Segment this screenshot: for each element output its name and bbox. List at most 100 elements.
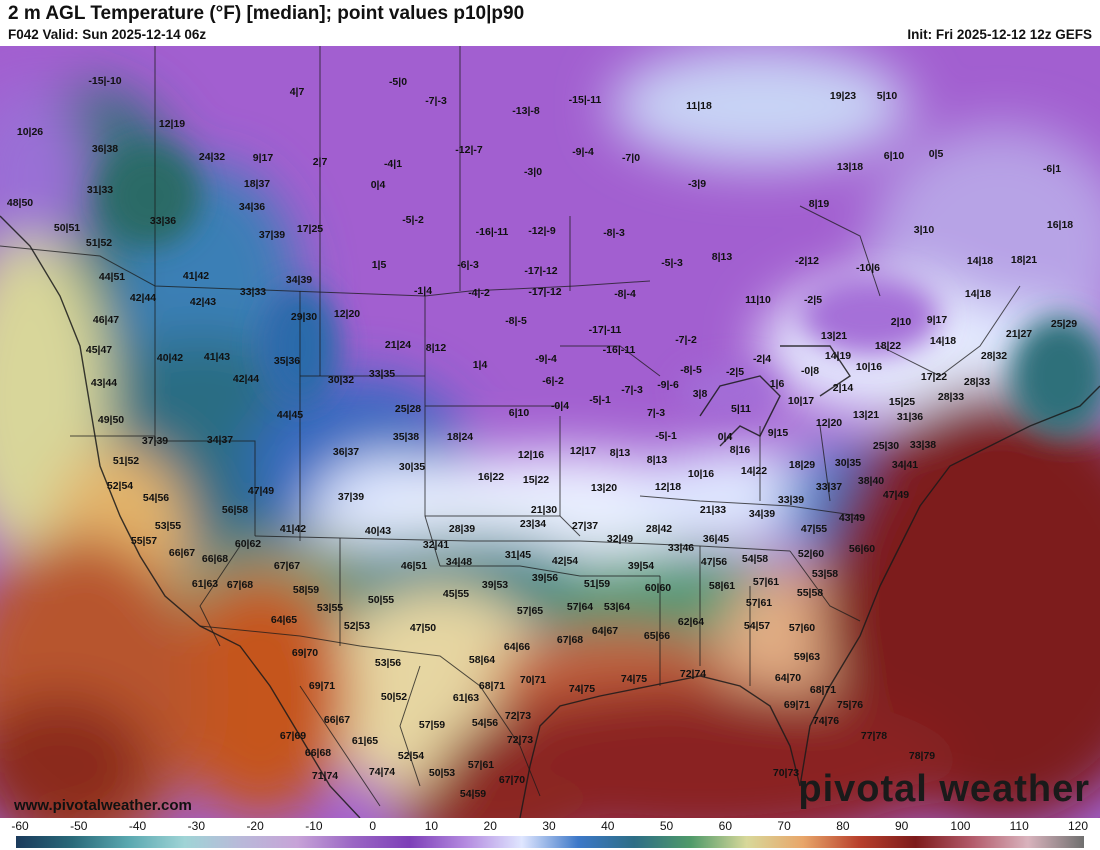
point-value: -3|9	[687, 178, 707, 190]
point-value: 17|22	[920, 371, 948, 383]
point-value: 45|47	[85, 344, 113, 356]
point-value: 58|61	[708, 580, 736, 592]
point-value: -15|-11	[568, 94, 602, 106]
point-value: 11|18	[686, 100, 712, 112]
point-value: 32|49	[606, 533, 634, 545]
point-value: 24|32	[198, 151, 226, 163]
colorbar-tick-label: 30	[542, 819, 556, 833]
point-value: 47|49	[882, 489, 910, 501]
point-value: 42|44	[129, 292, 157, 304]
point-value: 12|18	[654, 481, 682, 493]
point-value: 74|74	[368, 766, 396, 778]
point-value: 12|17	[569, 445, 597, 457]
colorbar-tick-label: 20	[483, 819, 497, 833]
map-title: 2 m AGL Temperature (°F) [median]; point…	[8, 3, 525, 24]
point-value: 70|71	[519, 674, 547, 686]
point-value: -9|-4	[572, 146, 594, 158]
point-value: 13|21	[820, 330, 848, 342]
point-value: 67|70	[498, 774, 526, 786]
point-value: -5|0	[388, 76, 408, 88]
point-value: 41|42	[182, 270, 210, 282]
point-value: 57|65	[516, 605, 544, 617]
point-value: 30|35	[834, 457, 862, 469]
valid-time: F042 Valid: Sun 2025-12-14 06z	[8, 27, 207, 42]
point-value: -17|-12	[524, 265, 558, 277]
point-value: 39|56	[531, 572, 559, 584]
point-value: 17|25	[296, 223, 324, 235]
point-value: 0|4	[717, 431, 733, 443]
temperature-map[interactable]: -15|-10 4|7 -5|0 -7|-3 -13|-8 -15|-11 11|18 19|…	[0, 46, 1100, 818]
point-value: 14|19	[824, 350, 852, 362]
point-value: 33|37	[815, 481, 843, 493]
point-value: 33|35	[368, 368, 396, 380]
point-value: 66|68	[304, 747, 332, 759]
colorbar: -60 -50 -40 -30 -20 -10 0 10 20 30 40 50 60 70 80 90 100…	[0, 818, 1100, 850]
point-value: 2|7	[312, 156, 328, 168]
point-value: 34|39	[285, 274, 313, 286]
point-value: 12|19	[158, 118, 186, 130]
point-value: 28|33	[963, 376, 991, 388]
point-value: 4|7	[289, 86, 305, 98]
point-value: 55|58	[796, 587, 824, 599]
point-value: 52|53	[343, 620, 371, 632]
header: 2 m AGL Temperature (°F) [median]; point…	[0, 0, 1100, 46]
point-value: 14|18	[966, 255, 994, 267]
point-value: 54|56	[471, 717, 499, 729]
point-value: 28|32	[980, 350, 1008, 362]
point-value: 39|54	[627, 560, 655, 572]
point-value: 21|33	[699, 504, 727, 516]
colorbar-tick-label: -60	[11, 819, 29, 833]
point-value: 18|37	[243, 178, 271, 190]
point-value: 64|70	[774, 672, 802, 684]
colorbar-tick-label: 0	[369, 819, 376, 833]
point-value: 50|53	[428, 767, 456, 779]
point-value: 72|73	[504, 710, 532, 722]
point-value: 27|37	[571, 520, 599, 532]
point-value: 35|38	[392, 431, 420, 443]
point-value: -0|8	[800, 365, 820, 377]
point-value: 21|27	[1005, 328, 1033, 340]
boundary-lines	[0, 46, 1021, 807]
point-value: 66|68	[201, 553, 229, 565]
point-value: 34|37	[206, 434, 234, 446]
point-value: 64|67	[591, 625, 619, 637]
point-value: 57|60	[788, 622, 816, 634]
point-value: 33|38	[909, 439, 937, 451]
point-value: 67|69	[279, 730, 307, 742]
point-value: 57|61	[745, 597, 773, 609]
point-value: 1|5	[371, 259, 387, 271]
point-value: 13|20	[590, 482, 618, 494]
point-value: 47|50	[409, 622, 437, 634]
colorbar-tick-label: -40	[128, 819, 147, 833]
point-value: -6|-2	[542, 375, 564, 387]
map-field	[0, 46, 1100, 818]
point-value: 52|54	[397, 750, 425, 762]
point-value: 30|35	[398, 461, 426, 473]
site-url[interactable]: www.pivotalweather.com	[14, 797, 192, 814]
point-value: 57|59	[418, 719, 446, 731]
point-value: 18|24	[446, 431, 474, 443]
point-value: 0|4	[370, 179, 386, 191]
point-value: 56|60	[848, 543, 876, 555]
point-value: 9|17	[252, 152, 274, 164]
colorbar-tick-label: 120	[1067, 819, 1089, 833]
colorbar-tick-label: 110	[1009, 819, 1029, 833]
point-value: 10|16	[855, 361, 883, 373]
point-value: 14|18	[929, 335, 957, 347]
point-value: 47|49	[247, 485, 275, 497]
point-value: 32|41	[422, 539, 450, 551]
point-value: 3|10	[913, 224, 935, 236]
point-value: -4|-2	[468, 287, 490, 299]
point-value: 50|52	[380, 691, 408, 703]
point-value: 74|75	[568, 683, 596, 695]
point-value: 64|65	[270, 614, 298, 626]
point-value: 46|51	[400, 560, 428, 572]
point-value: -2|5	[725, 366, 745, 378]
point-value: 58|64	[468, 654, 496, 666]
point-value: -1|4	[413, 285, 433, 297]
colorbar-tick-label: -10	[305, 819, 323, 833]
point-value: 40|43	[364, 525, 392, 537]
point-value: 14|18	[964, 288, 992, 300]
point-value: -8|-5	[505, 315, 527, 327]
point-value: 34|48	[445, 556, 473, 568]
